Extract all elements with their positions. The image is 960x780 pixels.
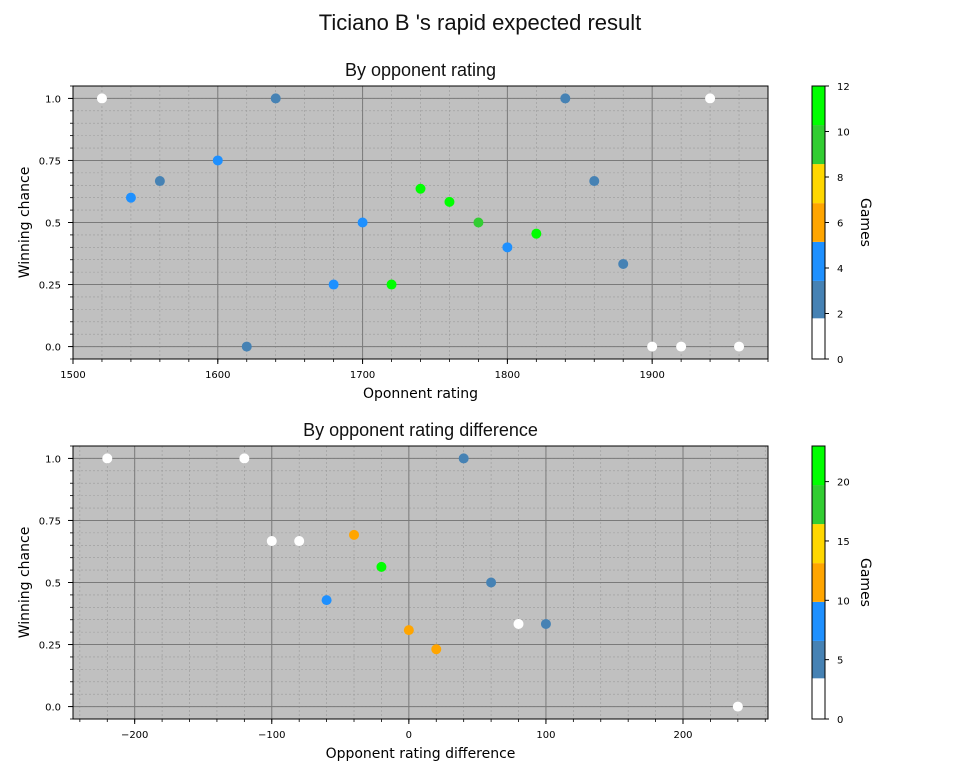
data-point	[349, 529, 360, 540]
colorbar-label: Games	[857, 198, 873, 247]
colorbar-segment	[812, 280, 825, 319]
y-tick-label: 0.0	[45, 343, 61, 354]
major-grid	[73, 446, 768, 719]
colorbar-segment	[812, 203, 825, 242]
data-point	[431, 644, 442, 655]
colorbar-segment	[812, 318, 825, 359]
y-tick-label: 0.25	[39, 641, 61, 652]
x-tick-label: 1600	[205, 370, 230, 381]
colorbar: 0 2 4 6 8 10 12 Games	[811, 82, 873, 366]
data-point	[732, 701, 743, 712]
data-point	[473, 217, 484, 228]
y-axis-label: Winning chance	[17, 527, 33, 639]
data-point	[154, 176, 165, 187]
x-tick-label: 1700	[350, 370, 375, 381]
data-point	[647, 341, 658, 352]
colorbar-tick-label: 15	[837, 537, 850, 548]
colorbar-segment	[812, 601, 825, 641]
data-point	[531, 228, 542, 239]
data-point	[676, 341, 687, 352]
data-point	[102, 453, 113, 464]
y-tick-label: 1.0	[45, 94, 61, 105]
chart-title: By opponent rating difference	[303, 420, 538, 440]
data-point	[560, 93, 571, 104]
y-tick-label: 0.75	[39, 156, 61, 167]
colorbar-segment	[812, 485, 825, 525]
colorbar-tick-label: 5	[837, 656, 843, 667]
y-tick-label: 1.0	[45, 454, 61, 465]
x-axis-label: Oponnent rating	[363, 386, 478, 402]
data-point	[321, 595, 332, 606]
x-tick-label: 1900	[639, 370, 664, 381]
x-tick-label: 1800	[495, 370, 520, 381]
y-tick-label: 0.75	[39, 516, 61, 527]
data-point	[502, 242, 513, 253]
data-point	[270, 93, 281, 104]
data-point	[266, 536, 277, 547]
colorbar-tick-label: 20	[837, 478, 850, 489]
data-point	[403, 625, 414, 636]
colorbar-tick-label: 0	[837, 715, 843, 726]
colorbar-tick-label: 12	[837, 82, 850, 93]
data-points	[102, 453, 743, 712]
colorbar-tick-label: 0	[837, 355, 843, 366]
colorbar-tick-label: 10	[837, 596, 850, 607]
colorbar-segment	[812, 446, 825, 486]
data-point	[618, 258, 629, 269]
data-point	[486, 577, 497, 588]
data-point	[415, 183, 426, 194]
y-axis-label: Winning chance	[17, 167, 33, 279]
colorbar-frame	[811, 445, 826, 720]
y-tick-label: 0.25	[39, 281, 61, 292]
x-tick-label: 100	[536, 730, 555, 741]
data-point	[513, 618, 524, 629]
colorbar-segment	[812, 524, 825, 564]
page-title: Ticiano B 's rapid expected result	[318, 10, 642, 35]
data-point	[357, 217, 368, 228]
colorbar-segment	[812, 86, 825, 126]
colorbar-tick-label: 10	[837, 128, 850, 139]
data-point	[458, 453, 469, 464]
colorbar-segment	[812, 563, 825, 602]
x-tick-label: 200	[673, 730, 692, 741]
colorbar-segment	[812, 125, 825, 165]
data-point	[386, 279, 397, 290]
colorbar-segment	[812, 678, 825, 719]
colorbar: 0 5 10 15 20 Games	[811, 445, 873, 726]
colorbar-segment	[812, 241, 825, 281]
x-tick-label: 1500	[60, 370, 85, 381]
data-point	[444, 196, 455, 207]
colorbar-tick-label: 6	[837, 219, 843, 230]
data-points	[96, 93, 745, 352]
data-point	[328, 279, 339, 290]
colorbar-tick-label: 8	[837, 173, 843, 184]
colorbar-tick-label: 2	[837, 310, 843, 321]
y-tick-label: 0.0	[45, 703, 61, 714]
data-point	[212, 155, 223, 166]
chart-title: By opponent rating	[345, 60, 496, 80]
colorbar-segment	[812, 164, 825, 204]
data-point	[734, 341, 745, 352]
x-axis-label: Opponent rating difference	[326, 746, 516, 762]
colorbar-tick-label: 4	[837, 264, 843, 275]
data-point	[589, 176, 600, 187]
data-point	[241, 341, 252, 352]
chart-panel-1: 1500 1600 1700 1800 1900 0.0 0.25 0.5 0.75 1.0 By …	[17, 60, 873, 402]
data-point	[96, 93, 107, 104]
data-point	[125, 192, 136, 203]
colorbar-label: Games	[857, 558, 873, 607]
x-tick-label: −200	[121, 730, 148, 741]
data-point	[376, 561, 387, 572]
data-point	[239, 453, 250, 464]
data-point	[294, 536, 305, 547]
x-tick-label: −100	[258, 730, 285, 741]
x-tick-label: 0	[406, 730, 412, 741]
data-point	[540, 618, 551, 629]
y-tick-label: 0.5	[45, 219, 61, 230]
data-point	[705, 93, 716, 104]
colorbar-segment	[812, 640, 825, 679]
y-tick-label: 0.5	[45, 579, 61, 590]
